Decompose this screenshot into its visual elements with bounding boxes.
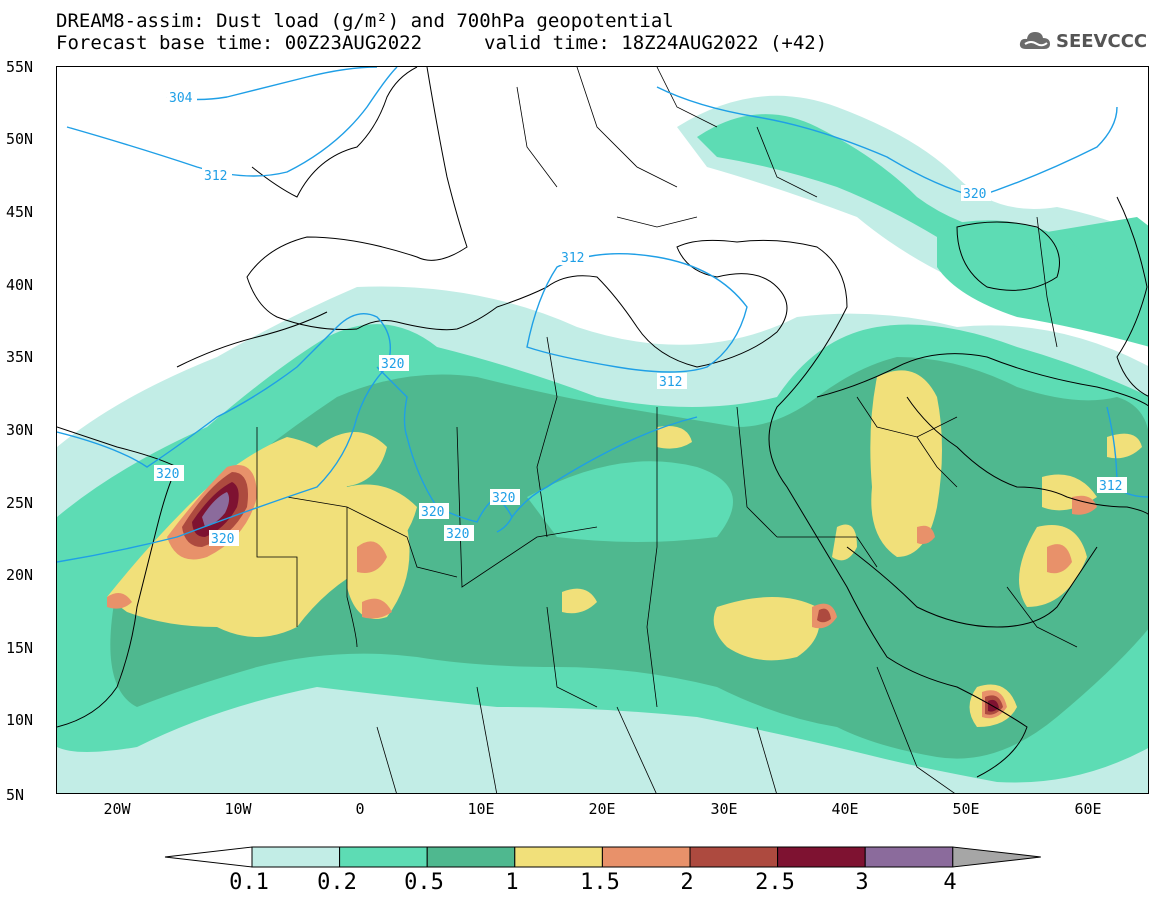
map-canvas: 304 312 312 312 312 320 320 320 320 320 … (57, 67, 1148, 793)
lat-label: 30N (6, 421, 34, 439)
lon-label: 20W (103, 800, 131, 818)
contour-label: 320 (156, 467, 179, 482)
lat-label: 40N (6, 276, 34, 294)
contour-label: 312 (204, 169, 227, 184)
legend-swatch (426, 846, 516, 868)
legend-under-triangle (164, 846, 253, 868)
contour-label: 304 (169, 91, 193, 106)
legend-label: 0.5 (404, 870, 444, 895)
lat-label: 50N (6, 130, 34, 148)
legend-swatch (251, 846, 341, 868)
lat-label: 15N (6, 639, 34, 657)
lon-label: 60E (1074, 800, 1102, 818)
legend-label: 4 (943, 870, 957, 895)
valid-time: valid time: 18Z24AUG2022 (+42) (484, 32, 828, 54)
legend-swatch (864, 846, 954, 868)
contour-label: 312 (1099, 479, 1122, 494)
legend-swatch (514, 846, 603, 868)
legend-swatch (339, 846, 428, 868)
contour-label: 320 (963, 187, 986, 202)
legend-over-triangle (952, 846, 1041, 868)
contour-label: 320 (421, 505, 444, 520)
lat-label: 55N (6, 58, 34, 76)
country-borders (256, 67, 1078, 793)
contour-label: 312 (659, 375, 682, 390)
logo-text: SEEVCCC (1056, 30, 1148, 52)
geopotential-contours (57, 67, 1148, 563)
lon-label: 20E (588, 800, 616, 818)
contour-labels: 304 312 312 312 312 320 320 320 320 320 … (57, 67, 1127, 547)
lon-label: 50E (952, 800, 980, 818)
contour-label: 320 (57, 67, 80, 71)
contour-label: 320 (211, 532, 234, 547)
forecast-base-time: Forecast base time: 00Z23AUG2022 (56, 32, 423, 54)
contour-label: 320 (446, 527, 469, 542)
legend-label: 3 (855, 870, 869, 895)
contour-label: 320 (492, 491, 515, 506)
dust-load-map: 304 312 312 312 312 320 320 320 320 320 … (56, 66, 1149, 794)
contour-label: 312 (561, 251, 584, 266)
legend-label: 1.5 (580, 870, 620, 895)
coastlines (57, 67, 1148, 778)
lat-label: 20N (6, 566, 34, 584)
legend-label: 0.1 (229, 870, 269, 895)
lon-label: 0 (355, 800, 365, 818)
seevccc-logo: SEEVCCC (1018, 26, 1147, 56)
legend-label: 0.2 (317, 870, 357, 895)
legend-label: 2.5 (755, 870, 795, 895)
lat-label: 5N (6, 786, 25, 804)
legend-swatch (777, 846, 866, 868)
dust-layer-4 (202, 492, 230, 527)
cloud-logo-icon (1019, 32, 1050, 49)
map-title: DREAM8-assim: Dust load (g/m²) and 700hP… (56, 10, 674, 32)
lon-label: 30E (710, 800, 738, 818)
legend-swatch (601, 846, 691, 868)
lon-label: 10E (467, 800, 495, 818)
lon-label: 40E (831, 800, 859, 818)
lon-label: 10W (224, 800, 252, 818)
legend-label: 1 (505, 870, 519, 895)
legend-label: 2 (680, 870, 694, 895)
contour-label: 320 (381, 357, 404, 372)
lat-label: 45N (6, 203, 34, 221)
colorbar-boxes (164, 846, 1041, 868)
lat-label: 25N (6, 494, 34, 512)
lat-label: 10N (6, 711, 34, 729)
legend-swatch (689, 846, 779, 868)
lat-label: 35N (6, 348, 34, 366)
